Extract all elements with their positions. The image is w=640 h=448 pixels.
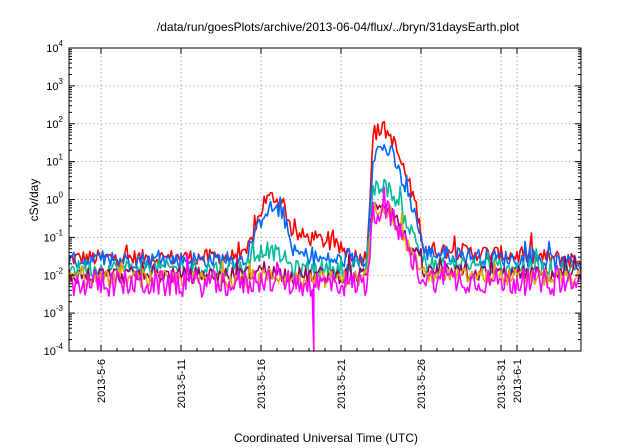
x-tick-label: 2013-6-1 <box>512 359 524 403</box>
y-tick-label: 100 <box>46 191 63 207</box>
y-tick-label: 10-4 <box>44 342 64 358</box>
y-tick-label: 104 <box>46 39 63 55</box>
x-tick-label: 2013-5-26 <box>416 359 428 409</box>
y-tick-label: 10-1 <box>44 228 64 244</box>
y-tick-label: 101 <box>46 153 63 169</box>
x-tick-label: 2013-5-31 <box>496 359 508 409</box>
x-tick-label: 2013-5-6 <box>96 359 108 403</box>
series-line-1 <box>68 120 582 268</box>
y-axis: 10-4 10-3 10-2 10-1 100 101 102 103 104 <box>44 39 581 358</box>
x-tick-label: 2013-5-11 <box>176 359 188 408</box>
y-axis-title: cSv/day <box>27 179 41 222</box>
series-layer <box>68 120 582 352</box>
x-tick-label: 2013-5-16 <box>256 359 268 409</box>
series-line-6 <box>68 186 582 352</box>
x-axis: 2013-5-6 2013-5-11 2013-5-16 2013-5-21 2013-… <box>68 48 582 409</box>
y-tick-label: 103 <box>46 77 63 93</box>
grid <box>69 48 581 351</box>
x-axis-title: Coordinated Universal Time (UTC) <box>234 431 418 445</box>
chart-title: /data/run/goesPlots/archive/2013-06-04/f… <box>157 20 520 34</box>
x-tick-label: 2013-5-21 <box>336 359 348 409</box>
y-tick-label: 102 <box>46 115 63 131</box>
y-tick-label: 10-3 <box>44 304 64 320</box>
y-tick-label: 10-2 <box>44 266 64 282</box>
series-line-2 <box>68 144 582 271</box>
